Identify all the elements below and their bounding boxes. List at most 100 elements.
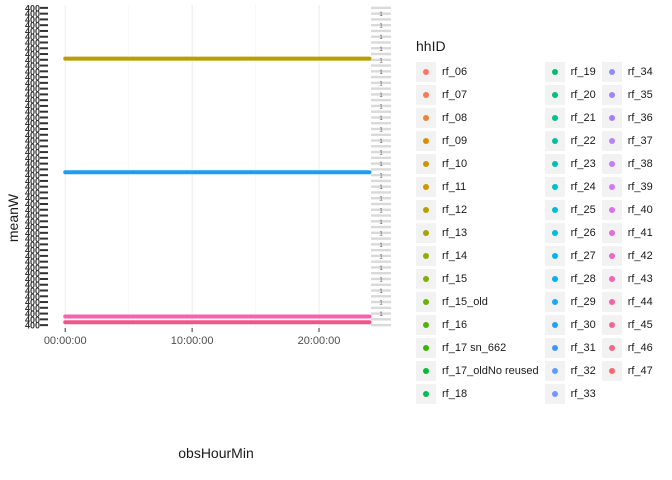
legend-key <box>416 291 436 312</box>
legend-label: rf_40 <box>627 203 653 216</box>
y-tick-label: 400 <box>25 274 40 284</box>
y-tick-label: 400 <box>25 315 40 325</box>
legend-item: rf_38 <box>601 152 653 175</box>
legend-swatch-dot <box>608 68 615 75</box>
strip-tick <box>371 23 391 27</box>
y-tick-label: 400 <box>25 90 40 100</box>
legend-key <box>601 61 622 82</box>
legend-label: rf_29 <box>570 295 596 308</box>
y-tick-label: 400 <box>25 205 40 215</box>
legend-item: rf_17_oldNo reused <box>416 359 539 382</box>
legend-swatch-dot <box>423 206 429 213</box>
strip-tick <box>371 145 391 148</box>
legend-label: rf_22 <box>570 134 596 147</box>
legend-item: rf_33 <box>544 382 596 405</box>
legend-swatch-dot <box>608 229 615 236</box>
legend-label: rf_19 <box>570 65 596 78</box>
strip-label: 1 <box>379 277 383 283</box>
legend-column: rf_19 rf_20 rf_21 rf_22 rf_23 rf_24 rf_25 rf_26… <box>544 60 596 405</box>
legend-label: rf_16 <box>442 318 468 331</box>
legend-label: rf_30 <box>570 318 596 331</box>
legend-column: rf_06 rf_07 rf_08 rf_09 rf_10 rf_11 rf_12 rf_13… <box>416 60 539 405</box>
y-tick-label: 400 <box>25 223 40 233</box>
legend-key <box>544 383 565 404</box>
y-tick-label: 400 <box>25 67 40 77</box>
strip-tick <box>371 93 391 96</box>
strip-tick <box>371 64 391 67</box>
strip-tick <box>371 81 391 85</box>
legend-label: rf_31 <box>570 341 596 354</box>
legend-label: rf_23 <box>570 157 596 170</box>
strip-tick <box>371 52 391 56</box>
legend-label: rf_38 <box>627 157 653 170</box>
legend-label: rf_33 <box>570 387 596 400</box>
legend-key <box>544 337 565 358</box>
legend-label: rf_18 <box>442 387 468 400</box>
legend-label: rf_44 <box>627 295 653 308</box>
legend-item: rf_30 <box>544 313 596 336</box>
y-tick-label: 400 <box>25 142 40 152</box>
legend-key <box>416 130 436 151</box>
legend-item: rf_16 <box>416 313 539 336</box>
legend-key <box>601 130 622 151</box>
strip-tick <box>371 116 391 119</box>
strip-tick <box>371 231 391 235</box>
legend-label: rf_20 <box>570 88 596 101</box>
y-tick-label: 400 <box>25 257 40 267</box>
strip-tick <box>371 283 391 286</box>
y-axis-title: meanW <box>5 193 21 242</box>
strip-tick <box>371 306 391 310</box>
strip-tick <box>371 41 391 44</box>
legend-label: rf_37 <box>627 134 653 147</box>
legend-key <box>544 360 565 381</box>
strip-tick <box>371 150 391 154</box>
y-tick-label: 400 <box>25 188 40 198</box>
legend-key <box>601 84 622 105</box>
y-tick-label: 400 <box>25 165 40 175</box>
y-tick-label: 400 <box>25 55 40 65</box>
y-tick-label: 400 <box>25 15 40 25</box>
legend-key <box>416 176 436 197</box>
legend-swatch-dot <box>551 321 558 328</box>
legend-swatch-dot <box>423 390 429 397</box>
legend-key <box>544 176 565 197</box>
legend-item: rf_11 <box>416 175 539 198</box>
strip-label: 1 <box>379 12 383 18</box>
y-tick-label: 400 <box>25 234 40 244</box>
legend-swatch-dot <box>423 344 429 351</box>
y-tick-label: 400 <box>25 38 40 48</box>
y-tick-label: 400 <box>25 159 40 169</box>
strip-tick <box>371 87 391 90</box>
legend-swatch-dot <box>423 321 429 328</box>
strip-label: 1 <box>379 47 383 53</box>
legend-label: rf_46 <box>627 341 653 354</box>
legend-swatch-dot <box>551 390 558 397</box>
legend-label: rf_06 <box>442 65 468 78</box>
y-tick-label: 400 <box>25 246 40 256</box>
legend-swatch-dot <box>608 321 615 328</box>
y-tick-label: 400 <box>25 50 40 60</box>
strip-tick <box>371 6 391 10</box>
strip-tick <box>371 35 391 38</box>
legend-key <box>601 337 622 358</box>
legend-key <box>601 314 622 335</box>
legend-label: rf_17 sn_662 <box>442 341 507 354</box>
y-tick-label: 400 <box>25 269 40 279</box>
y-tick-label: 400 <box>25 199 40 209</box>
legend-key <box>416 245 436 266</box>
y-tick-label: 400 <box>25 176 40 186</box>
strip-tick <box>371 243 391 246</box>
legend-swatch-dot <box>608 298 615 305</box>
legend-swatch-dot <box>423 229 429 236</box>
strip-tick <box>371 29 391 33</box>
legend-swatch-dot <box>551 275 558 282</box>
x-axis-title: obsHourMin <box>178 445 253 461</box>
strip-label: 1 <box>379 254 383 260</box>
legend-key <box>601 245 622 266</box>
legend-item: rf_35 <box>601 83 653 106</box>
legend-label: rf_41 <box>627 226 653 239</box>
strip-label: 1 <box>379 139 383 145</box>
series-layer <box>63 56 372 325</box>
legend-label: rf_27 <box>570 249 596 262</box>
legend-item: rf_15 <box>416 267 539 290</box>
